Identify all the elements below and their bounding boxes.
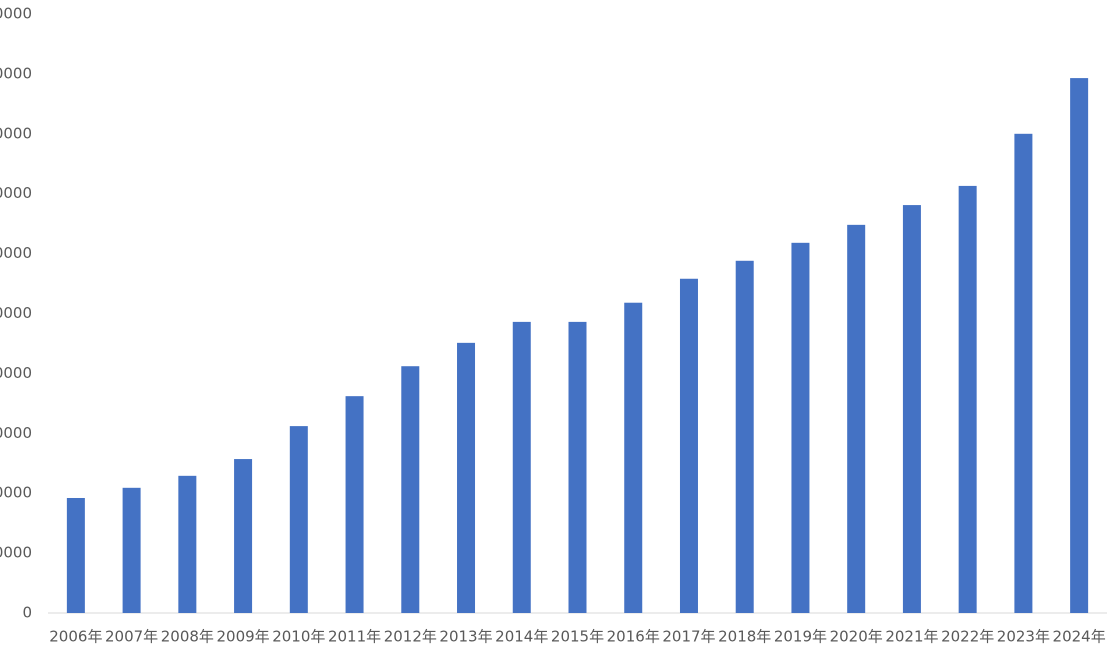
x-tick-label: 2009年: [216, 628, 269, 646]
x-tick-label: 2016年: [607, 628, 660, 646]
bar: [234, 459, 253, 613]
x-tick-label: 2017年: [662, 628, 715, 646]
x-tick-label: 2023年: [997, 628, 1050, 646]
x-tick-label: 2013年: [439, 628, 492, 646]
y-tick-label: 80000: [0, 124, 32, 142]
x-tick-label: 2019年: [774, 628, 827, 646]
y-tick-label: 40000: [0, 364, 32, 382]
y-tick-label: 0: [22, 604, 32, 622]
bar: [902, 205, 921, 613]
bar: [512, 321, 531, 613]
y-tick-label: 10000: [0, 544, 32, 562]
bar: [791, 242, 810, 613]
bar: [289, 426, 308, 613]
bar: [679, 278, 698, 613]
x-tick-label: 2007年: [105, 628, 158, 646]
y-tick-label: 100000: [0, 5, 32, 23]
bar: [1014, 133, 1033, 614]
y-tick-label: 50000: [0, 304, 32, 322]
x-tick-label: 2018年: [718, 628, 771, 646]
bar: [1070, 78, 1089, 613]
y-tick-label: 20000: [0, 484, 32, 502]
y-tick-label: 30000: [0, 424, 32, 442]
x-tick-label: 2015年: [551, 628, 604, 646]
x-tick-label: 2010年: [272, 628, 325, 646]
x-tick-label: 2024年: [1053, 628, 1106, 646]
bar: [122, 487, 141, 613]
y-tick-label: 90000: [0, 64, 32, 82]
x-tick-label: 2008年: [161, 628, 214, 646]
bar: [735, 260, 754, 613]
bar: [178, 475, 197, 613]
x-tick-label: 2006年: [49, 628, 102, 646]
bar: [401, 366, 420, 613]
bar: [345, 396, 364, 613]
y-tick-label: 70000: [0, 184, 32, 202]
x-tick-label: 2012年: [384, 628, 437, 646]
x-tick-label: 2022年: [941, 628, 994, 646]
bar: [847, 224, 866, 613]
bar: [958, 185, 977, 613]
x-tick-label: 2011年: [328, 628, 381, 646]
bar: [624, 302, 643, 613]
y-tick-label: 60000: [0, 244, 32, 262]
x-tick-label: 2014年: [495, 628, 548, 646]
x-tick-label: 2020年: [830, 628, 883, 646]
bar: [66, 497, 85, 613]
bar: [568, 321, 587, 613]
x-tick-label: 2021年: [885, 628, 938, 646]
bar: [457, 342, 476, 613]
